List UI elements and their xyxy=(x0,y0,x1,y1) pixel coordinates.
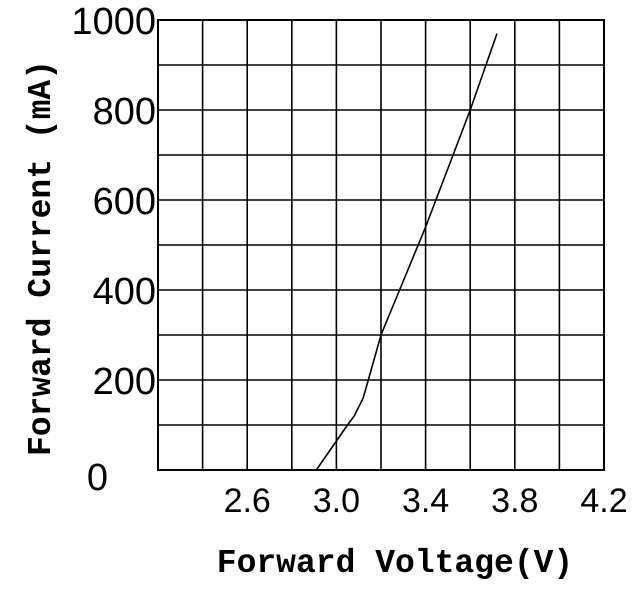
y-tick-label: 0 xyxy=(87,457,108,499)
x-tick-label: 3.0 xyxy=(313,482,360,520)
grid xyxy=(158,20,604,470)
x-tick-label: 4.2 xyxy=(580,482,627,520)
y-tick-labels: 0 200 400 600 800 1000 xyxy=(71,1,156,499)
y-axis-title: Forward Current (mA) xyxy=(23,60,60,456)
plot-frame xyxy=(157,19,605,471)
x-tick-label: 2.6 xyxy=(224,482,271,520)
x-tick-label: 3.4 xyxy=(402,482,449,520)
y-tick-label: 200 xyxy=(93,361,156,403)
x-tick-label: 3.8 xyxy=(491,482,538,520)
y-tick-label: 800 xyxy=(93,91,156,133)
y-tick-label: 400 xyxy=(93,271,156,313)
series-layer xyxy=(315,33,498,471)
y-tick-label: 600 xyxy=(93,181,156,223)
x-axis-title: Forward Voltage(V) xyxy=(217,545,573,582)
x-tick-labels: 2.6 3.0 3.4 3.8 4.2 xyxy=(224,482,628,520)
series-line xyxy=(315,33,498,471)
y-tick-label: 1000 xyxy=(71,1,156,43)
